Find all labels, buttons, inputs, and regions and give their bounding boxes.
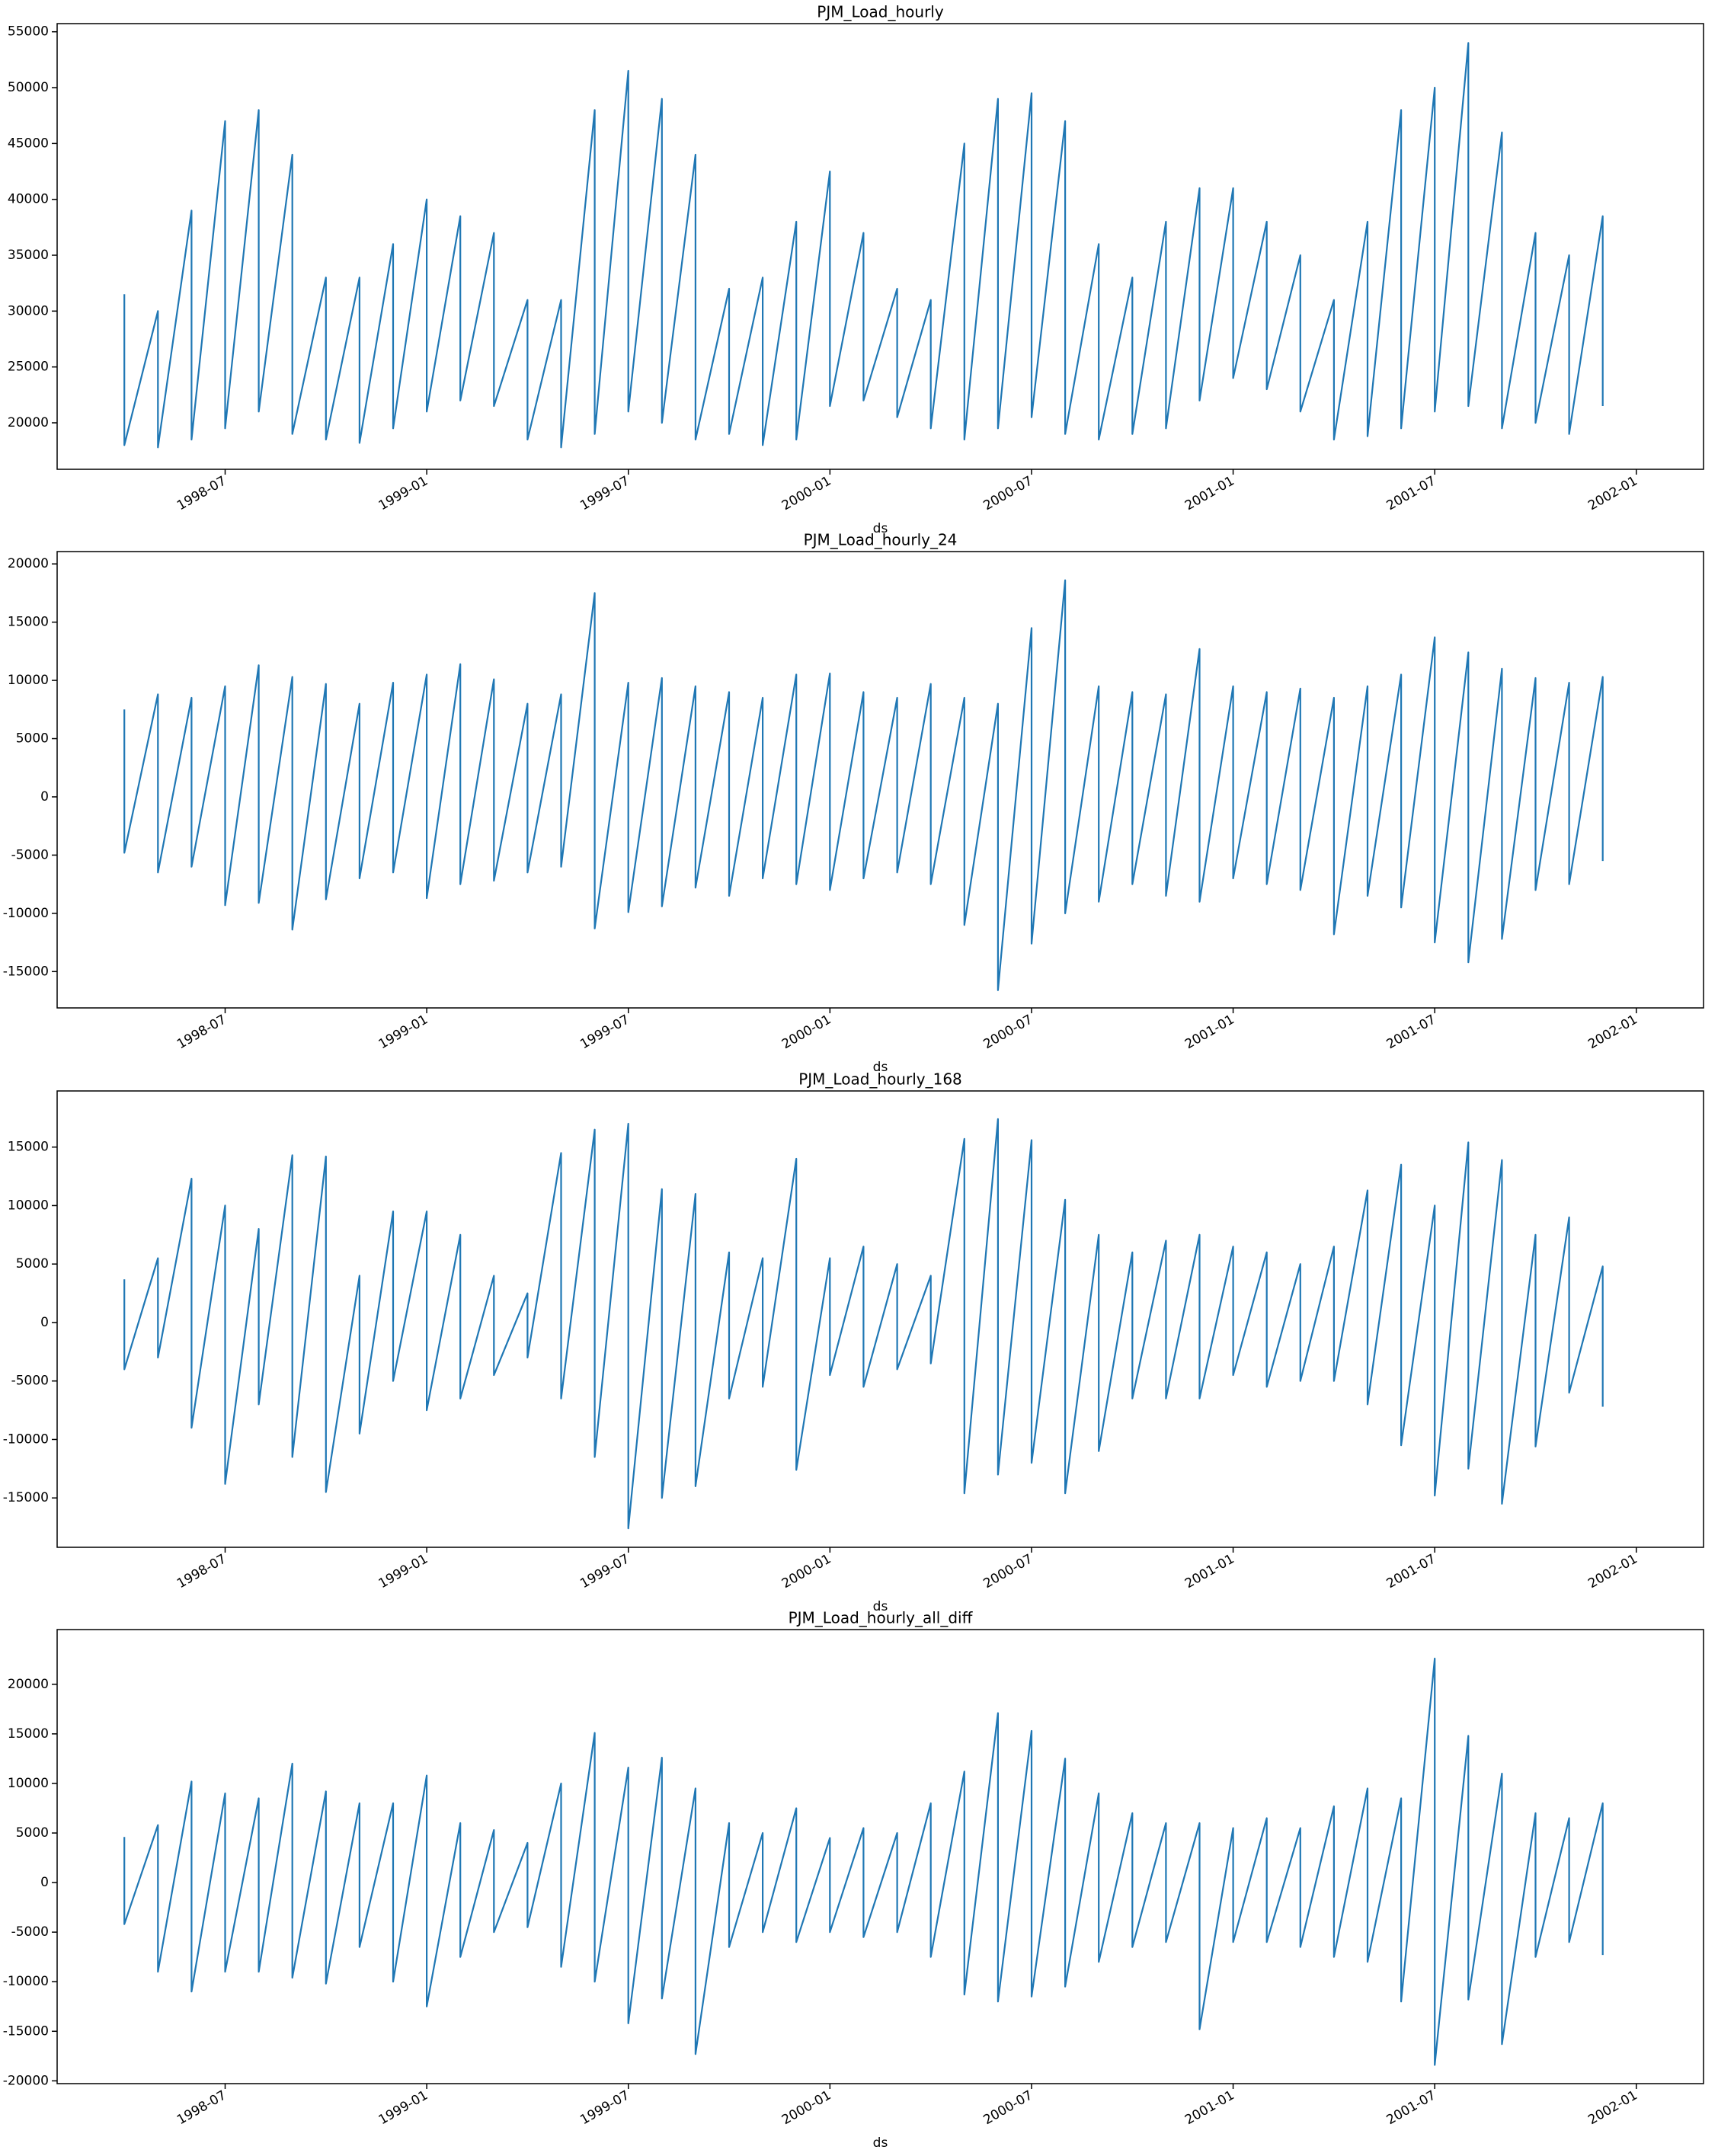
- x-tick-label: 2001-01: [1182, 2087, 1237, 2128]
- plot-frame: [56, 23, 1704, 470]
- x-tick-label: 1999-07: [577, 1551, 632, 1591]
- line-series: [123, 42, 1604, 449]
- y-tick-label: 0: [40, 1875, 49, 1890]
- x-axis-label: ds: [873, 521, 888, 536]
- y-tick-label: 5000: [16, 1256, 49, 1272]
- y-tick-label: -10000: [3, 906, 49, 921]
- x-tick-label: 1998-07: [174, 1551, 229, 1591]
- x-tick-label: 2001-07: [1384, 2087, 1439, 2128]
- y-tick-label: 20000: [8, 1677, 49, 1692]
- y-tick-label: 20000: [8, 556, 49, 571]
- x-tick-label: 1998-07: [174, 473, 229, 513]
- x-tick-label: 2002-01: [1585, 1551, 1640, 1591]
- y-tick-label: -15000: [3, 2023, 49, 2039]
- y-tick-label: 5000: [16, 1825, 49, 1841]
- y-tick-label: 45000: [8, 136, 49, 151]
- y-tick-label: 0: [40, 789, 49, 805]
- x-tick-label: 2001-07: [1384, 1012, 1439, 1052]
- x-tick-label: 1999-01: [376, 1012, 431, 1052]
- x-axis-label: ds: [873, 1060, 888, 1075]
- y-tick-label: 20000: [8, 415, 49, 430]
- line-series: [123, 1657, 1604, 2066]
- chart-title: PJM_Load_hourly_168: [798, 1070, 962, 1089]
- x-tick-label: 2000-01: [779, 1012, 834, 1052]
- y-tick-label: -5000: [11, 847, 49, 862]
- x-tick-label: 2002-01: [1585, 1012, 1640, 1052]
- y-tick-label: -10000: [3, 1974, 49, 1989]
- y-tick-label: 40000: [8, 192, 49, 207]
- x-tick-label: 1999-07: [577, 1012, 632, 1052]
- y-tick-label: 15000: [8, 1726, 49, 1742]
- y-tick-label: 15000: [8, 615, 49, 630]
- y-tick-label: 50000: [8, 80, 49, 95]
- x-tick-label: 1999-01: [376, 1551, 431, 1591]
- y-tick-label: -5000: [11, 1924, 49, 1940]
- x-tick-label: 1999-07: [577, 473, 632, 513]
- y-tick-label: 10000: [8, 1776, 49, 1791]
- x-tick-label: 2000-01: [779, 1551, 834, 1591]
- y-tick-label: 30000: [8, 303, 49, 318]
- y-tick-label: 5000: [16, 731, 49, 747]
- x-tick-label: 2000-01: [779, 473, 834, 513]
- x-tick-label: 2000-07: [981, 1551, 1035, 1591]
- x-axis-label: ds: [873, 2135, 888, 2151]
- plot-frame: [56, 1090, 1704, 1548]
- x-tick-label: 2001-07: [1384, 473, 1439, 513]
- y-tick-label: -10000: [3, 1431, 49, 1447]
- y-tick-label: -15000: [3, 964, 49, 979]
- line-series: [123, 1118, 1604, 1530]
- x-axis-label: ds: [873, 1599, 888, 1614]
- chart-title: PJM_Load_hourly: [817, 3, 944, 21]
- x-tick-label: 2002-01: [1585, 2087, 1640, 2128]
- x-tick-label: 2001-01: [1182, 1551, 1237, 1591]
- chart-title: PJM_Load_hourly_all_diff: [789, 1609, 974, 1627]
- x-tick-label: 2001-01: [1182, 1012, 1237, 1052]
- y-tick-label: 0: [40, 1315, 49, 1330]
- x-tick-label: 2001-01: [1182, 473, 1237, 513]
- x-tick-label: 2001-07: [1384, 1551, 1439, 1591]
- x-tick-label: 2002-01: [1585, 473, 1640, 513]
- x-tick-label: 2000-01: [779, 2087, 834, 2128]
- x-tick-label: 1998-07: [174, 2087, 229, 2128]
- x-tick-label: 2000-07: [981, 473, 1035, 513]
- y-tick-label: -20000: [3, 2073, 49, 2088]
- x-tick-label: 1999-01: [376, 473, 431, 513]
- x-tick-label: 1999-07: [577, 2087, 632, 2128]
- y-tick-label: 55000: [8, 24, 49, 40]
- y-tick-label: 25000: [8, 360, 49, 375]
- x-tick-label: 2000-07: [981, 2087, 1035, 2128]
- y-tick-label: 10000: [8, 1198, 49, 1213]
- x-tick-label: 1998-07: [174, 1012, 229, 1052]
- plot-frame: [56, 551, 1704, 1009]
- y-tick-label: -15000: [3, 1490, 49, 1505]
- y-tick-label: 10000: [8, 673, 49, 688]
- chart-title: PJM_Load_hourly_24: [804, 531, 958, 549]
- x-tick-label: 2000-07: [981, 1012, 1035, 1052]
- plot-frame: [56, 1629, 1704, 2084]
- y-tick-label: 15000: [8, 1140, 49, 1155]
- x-tick-label: 1999-01: [376, 2087, 431, 2128]
- y-tick-label: 35000: [8, 248, 49, 263]
- line-series: [123, 579, 1604, 991]
- y-tick-label: -5000: [11, 1374, 49, 1389]
